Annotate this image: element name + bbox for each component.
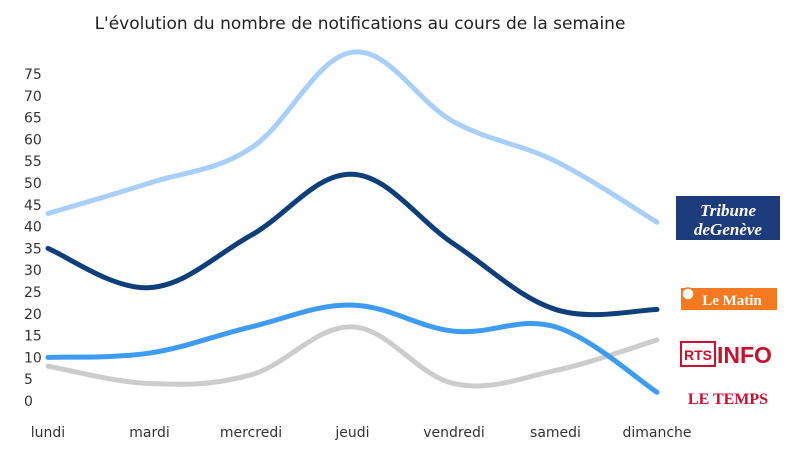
series-lines — [45, 49, 660, 395]
x-tick-label: lundi — [31, 425, 65, 441]
y-tick-label: 65 — [24, 111, 42, 127]
x-tick-label: mardi — [129, 425, 170, 441]
chart-title: L'évolution du nombre de notifications a… — [95, 14, 626, 34]
y-tick-label: 30 — [24, 263, 42, 279]
y-tick-label: 25 — [24, 285, 42, 301]
tdg-logo-background — [676, 196, 780, 240]
rts-logo-part1: RTS — [684, 347, 712, 363]
series-line-rts-info — [45, 302, 660, 395]
x-tick-label: dimanche — [622, 425, 691, 441]
x-tick-label: jeudi — [334, 425, 369, 441]
y-tick-label: 45 — [24, 198, 42, 214]
y-tick-label: 50 — [24, 176, 42, 192]
legend: Tribune deGenève Le Matin RTS INFO LE TE… — [676, 196, 780, 408]
y-tick-label: 40 — [24, 220, 42, 236]
tdg-logo-line2: deGenève — [694, 220, 762, 239]
series-line-tribune-de-gen-ve — [45, 49, 660, 225]
y-tick-label: 0 — [24, 394, 33, 410]
y-tick-label: 60 — [24, 132, 42, 148]
legend-logo-tribune-de-geneve: Tribune deGenève — [676, 196, 780, 240]
legend-logo-rts-info: RTS INFO — [680, 341, 772, 368]
y-tick-label: 35 — [24, 241, 42, 257]
y-tick-label: 55 — [24, 154, 42, 170]
tdg-logo-line1: Tribune — [700, 201, 757, 220]
y-tick-label: 10 — [24, 350, 42, 366]
le-matin-logo-label: Le Matin — [702, 293, 762, 309]
rts-logo-part2: INFO — [717, 342, 772, 368]
legend-logo-le-matin: Le Matin — [681, 287, 777, 310]
le-matin-logo-background — [681, 288, 777, 310]
y-tick-label: 20 — [24, 307, 42, 323]
x-axis: lundi mardi mercredi jeudi vendredi samedi dim… — [31, 425, 692, 441]
series-line-le-temps — [45, 324, 660, 389]
series-line-le-matin — [45, 171, 660, 318]
x-tick-label: vendredi — [423, 425, 485, 441]
x-tick-label: mercredi — [220, 425, 282, 441]
y-tick-label: 75 — [24, 67, 42, 83]
le-temps-logo-label: LE TEMPS — [688, 391, 768, 408]
x-tick-label: samedi — [530, 425, 581, 441]
rts-logo-box — [680, 341, 716, 367]
y-tick-label: 5 — [24, 372, 33, 388]
y-tick-label: 15 — [24, 329, 42, 345]
y-axis: 0 5 10 15 20 25 30 35 40 45 50 55 60 65 70 75 — [24, 67, 42, 410]
y-tick-label: 70 — [24, 89, 42, 105]
le-matin-sun-icon — [681, 287, 695, 301]
legend-logo-le-temps: LE TEMPS — [688, 391, 768, 408]
